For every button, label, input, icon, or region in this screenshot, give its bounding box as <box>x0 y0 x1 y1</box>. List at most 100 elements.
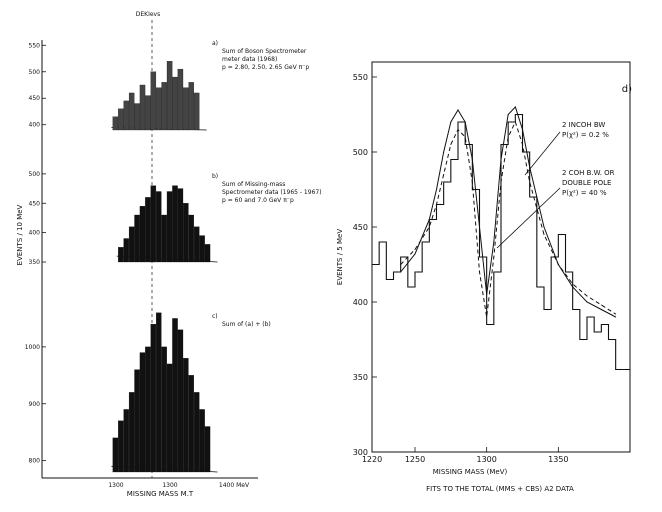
right-x-tick-label-3: 1350 <box>548 455 568 464</box>
annotation-2-line2: DOUBLE POLE <box>562 179 611 187</box>
right-series-0-point-22 <box>615 316 617 318</box>
right-histogram-bin-23 <box>539 286 542 288</box>
right-series-1-point-3 <box>436 204 437 205</box>
right-series-0-point-19 <box>572 286 574 288</box>
panel-a-line3: p = 2.80, 2.50, 2.65 GeV π⁻p <box>222 64 309 71</box>
left-bar-c-6 <box>145 346 151 473</box>
right-histogram-bin-17 <box>496 271 499 273</box>
right-series-1-point-15 <box>522 144 523 145</box>
right-series-0-point-9 <box>479 226 480 228</box>
left-y-tick-label-b-0: 500 <box>29 171 41 178</box>
right-series-0-point-7 <box>464 121 466 123</box>
right-x-tick-label-1: 1250 <box>405 455 425 464</box>
right-x-tick-label-2: 1300 <box>476 455 496 464</box>
left-bar-b-15 <box>199 235 205 263</box>
left-bar-a-4 <box>134 103 140 131</box>
panel-a-tag: a) <box>212 40 218 47</box>
annotation-1-pointer <box>524 131 561 176</box>
right-y-tick-label-1: 350 <box>353 373 368 382</box>
right-figure: d) EVENTS / 5 MeV MISSING MASS (MeV) FIT… <box>336 61 632 493</box>
right-series-0-point-14 <box>514 106 516 108</box>
right-histogram-bin-4 <box>403 256 405 258</box>
right-ticks: 300 350 400 450 500 550 1220 1250 1300 1350 <box>353 73 569 464</box>
right-series-1-point-6 <box>457 129 459 130</box>
right-curves <box>400 106 617 318</box>
left-bar-a-5 <box>139 84 146 131</box>
left-bar-c-14 <box>188 375 194 473</box>
right-series-1-point-16 <box>529 181 531 183</box>
left-bar-c-11 <box>172 318 178 473</box>
right-histogram-bin-32 <box>604 323 606 326</box>
right-histogram-bin-19 <box>511 121 513 123</box>
right-series-1-point-18 <box>557 264 559 265</box>
annotation-2-line3: P(χ²) = 40 % <box>562 189 607 197</box>
annotation-2-pointer <box>496 187 561 249</box>
right-series-0-point-6 <box>457 109 459 111</box>
right-histogram-bin-3 <box>396 271 398 273</box>
left-bar-b-16 <box>204 244 211 263</box>
right-y-tick-label-4: 500 <box>353 148 368 157</box>
right-caption: FITS TO THE TOTAL (MMS + CBS) A2 DATA <box>426 485 574 493</box>
right-histogram-bin-20 <box>518 113 520 116</box>
right-histogram-bin-0 <box>374 263 377 266</box>
right-series-0-point-4 <box>443 151 445 153</box>
left-bar-b-11 <box>177 188 184 263</box>
right-panel-tag: d) <box>622 84 632 95</box>
right-histogram-steps <box>372 113 630 371</box>
right-histogram-bin-35 <box>625 368 628 371</box>
left-bar-b-10 <box>172 185 178 263</box>
right-series-1-point-19 <box>572 283 574 285</box>
left-bar-a-13 <box>183 87 189 131</box>
right-series-1-point-10 <box>486 316 488 318</box>
right-series-1-point-14 <box>514 121 516 123</box>
right-series-1-point-9 <box>479 271 480 273</box>
left-bar-c-12 <box>177 329 184 473</box>
left-bar-b-4 <box>139 206 146 263</box>
left-x-tick-1300a: 1300 <box>108 482 123 489</box>
left-bar-a-14 <box>188 82 194 131</box>
left-y-tick-label-c-2: 800 <box>29 458 41 465</box>
left-bar-b-12 <box>183 203 189 263</box>
left-bar-c-16 <box>199 409 205 473</box>
left-y-tick-label-c-0: 1000 <box>25 344 40 351</box>
left-bar-c-1 <box>118 420 124 473</box>
left-bar-a-9 <box>161 82 167 131</box>
panel-c-tag: c) <box>212 313 218 320</box>
right-series-0-point-10 <box>486 294 488 295</box>
left-y-tick-label-b-2: 400 <box>29 230 41 237</box>
right-series-1-point-11 <box>493 256 495 258</box>
right-histogram-bin-18 <box>503 143 506 146</box>
left-bar-a-10 <box>166 61 173 131</box>
left-bar-a-3 <box>128 92 135 131</box>
right-histogram-bin-27 <box>568 271 570 273</box>
left-bar-a-8 <box>156 87 162 131</box>
right-y-tick-label-3: 450 <box>353 223 368 232</box>
right-series-0-point-3 <box>436 189 437 190</box>
right-histogram-bin-11 <box>453 158 456 161</box>
left-bar-b-8 <box>161 214 167 263</box>
top-note: DEKIevs <box>136 11 160 18</box>
right-y-tick-label-0: 300 <box>353 448 368 457</box>
left-bar-b-9 <box>166 191 173 263</box>
annotation-2-line1: 2 COH B.W. OR <box>562 169 615 177</box>
right-histogram-bin-16 <box>489 323 491 326</box>
left-y-tick-label-a-2: 450 <box>29 95 41 102</box>
right-series-1-point-12 <box>500 181 502 183</box>
left-bar-b-5 <box>145 197 151 263</box>
left-x-tick-1300b: 1300 <box>162 482 177 489</box>
right-series-0-point-2 <box>428 219 430 220</box>
left-bar-a-7 <box>150 71 157 131</box>
left-y-tick-label-a-3: 400 <box>29 122 41 129</box>
left-bar-a-15 <box>193 92 200 131</box>
left-bar-c-13 <box>183 358 189 473</box>
panel-a-line2: meter data (1968) <box>222 56 277 63</box>
left-bar-c-10 <box>166 363 173 473</box>
right-histogram-bin-33 <box>611 338 613 341</box>
right-histogram-bin-24 <box>546 308 549 311</box>
panel-a-line1: Sum of Boson Spectrometer <box>222 48 307 55</box>
left-x-tick-1400: 1400 MeV <box>219 482 250 489</box>
right-histogram-bin-1 <box>382 241 384 243</box>
right-series-0-point-11 <box>493 241 495 243</box>
left-bar-c-3 <box>128 392 135 473</box>
right-series-0-point-1 <box>414 253 416 255</box>
